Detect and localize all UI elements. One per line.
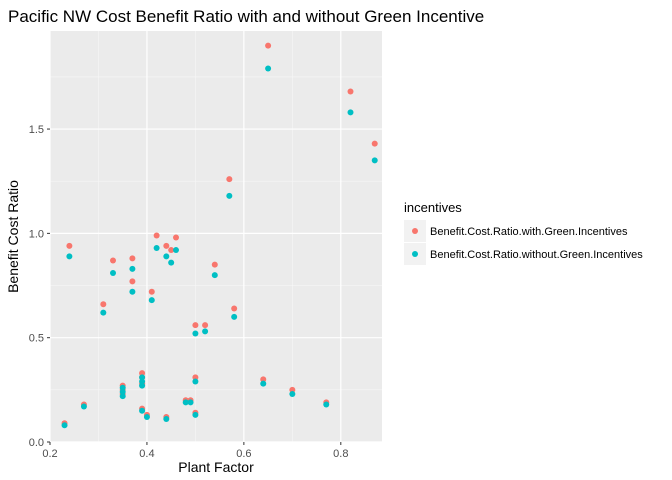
point-with-incentive (226, 176, 233, 183)
point-with-incentive (347, 88, 354, 95)
point-without-incentive (163, 253, 170, 260)
point-with-incentive (260, 376, 267, 383)
x-axis-title: Plant Factor (178, 459, 254, 475)
point-without-incentive (187, 399, 194, 406)
point-with-incentive (289, 386, 296, 393)
x-tick-label: 0.2 (42, 448, 57, 460)
legend-title: incentives (404, 200, 462, 215)
legend-items: Benefit.Cost.Ratio.with.Green.Incentives… (404, 220, 643, 265)
point-with-incentive (371, 140, 378, 147)
data-points (61, 42, 378, 429)
point-without-incentive (143, 413, 150, 420)
point-with-incentive (192, 374, 199, 381)
point-without-incentive (119, 393, 126, 400)
point-with-incentive (129, 255, 136, 262)
legend-label: Benefit.Cost.Ratio.without.Green.Incenti… (430, 249, 643, 261)
point-with-incentive (129, 278, 136, 285)
legend-key-dot (412, 251, 418, 257)
point-with-incentive (100, 301, 107, 308)
point-with-incentive (231, 305, 238, 312)
y-tick-label: 0.5 (29, 333, 44, 345)
x-tick-label: 0.8 (333, 448, 348, 460)
point-without-incentive (139, 378, 146, 385)
point-without-incentive (168, 259, 175, 266)
point-without-incentive (371, 157, 378, 164)
point-with-incentive (66, 242, 73, 249)
point-without-incentive (192, 411, 199, 418)
point-without-incentive (260, 380, 267, 387)
point-without-incentive (211, 272, 218, 279)
point-without-incentive (226, 192, 233, 199)
y-tick-label: 1.5 (29, 124, 44, 136)
point-without-incentive (231, 313, 238, 320)
point-without-incentive (347, 109, 354, 116)
point-without-incentive (148, 297, 155, 304)
x-axis: 0.2 0.4 0.6 0.8 (42, 442, 348, 460)
point-without-incentive (119, 384, 126, 391)
point-with-incentive (265, 42, 272, 49)
point-with-incentive (168, 247, 175, 254)
y-tick-label: 0.0 (29, 437, 44, 449)
major-gridlines (49, 31, 382, 443)
chart-title: Pacific NW Cost Benefit Ratio with and w… (8, 7, 484, 26)
point-without-incentive (173, 247, 180, 254)
y-axis-title: Benefit Cost Ratio (5, 180, 21, 293)
point-without-incentive (265, 65, 272, 72)
point-without-incentive (192, 330, 199, 337)
point-with-incentive (148, 288, 155, 295)
point-with-incentive (110, 257, 117, 264)
point-without-incentive (139, 407, 146, 414)
point-with-incentive (139, 370, 146, 377)
point-with-incentive (211, 261, 218, 268)
point-without-incentive (139, 374, 146, 381)
point-without-incentive (129, 288, 136, 295)
point-with-incentive (192, 322, 199, 329)
point-with-incentive (202, 322, 209, 329)
x-tick-label: 0.4 (139, 448, 154, 460)
y-tick-label: 1.0 (29, 228, 44, 240)
point-without-incentive (192, 378, 199, 385)
point-with-incentive (173, 234, 180, 241)
point-without-incentive (202, 328, 209, 335)
point-with-incentive (153, 232, 160, 239)
point-without-incentive (61, 422, 68, 429)
legend-label: Benefit.Cost.Ratio.with.Green.Incentives (430, 226, 628, 238)
point-without-incentive (139, 382, 146, 389)
point-without-incentive (182, 399, 189, 406)
point-without-incentive (80, 403, 87, 410)
point-without-incentive (110, 270, 117, 277)
minor-gridlines (50, 31, 382, 442)
plot-panel (50, 31, 382, 442)
point-without-incentive (163, 416, 170, 423)
point-without-incentive (153, 244, 160, 251)
point-without-incentive (100, 309, 107, 316)
y-axis: 0.0 0.5 1.0 1.5 (29, 124, 50, 449)
point-without-incentive (323, 401, 330, 408)
x-tick-label: 0.6 (236, 448, 251, 460)
point-with-incentive (163, 242, 170, 249)
point-without-incentive (119, 388, 126, 395)
legend-key-dot (412, 228, 418, 234)
point-without-incentive (66, 253, 73, 260)
point-without-incentive (289, 391, 296, 398)
point-without-incentive (129, 265, 136, 272)
legend: incentives Benefit.Cost.Ratio.with.Green… (404, 200, 643, 265)
